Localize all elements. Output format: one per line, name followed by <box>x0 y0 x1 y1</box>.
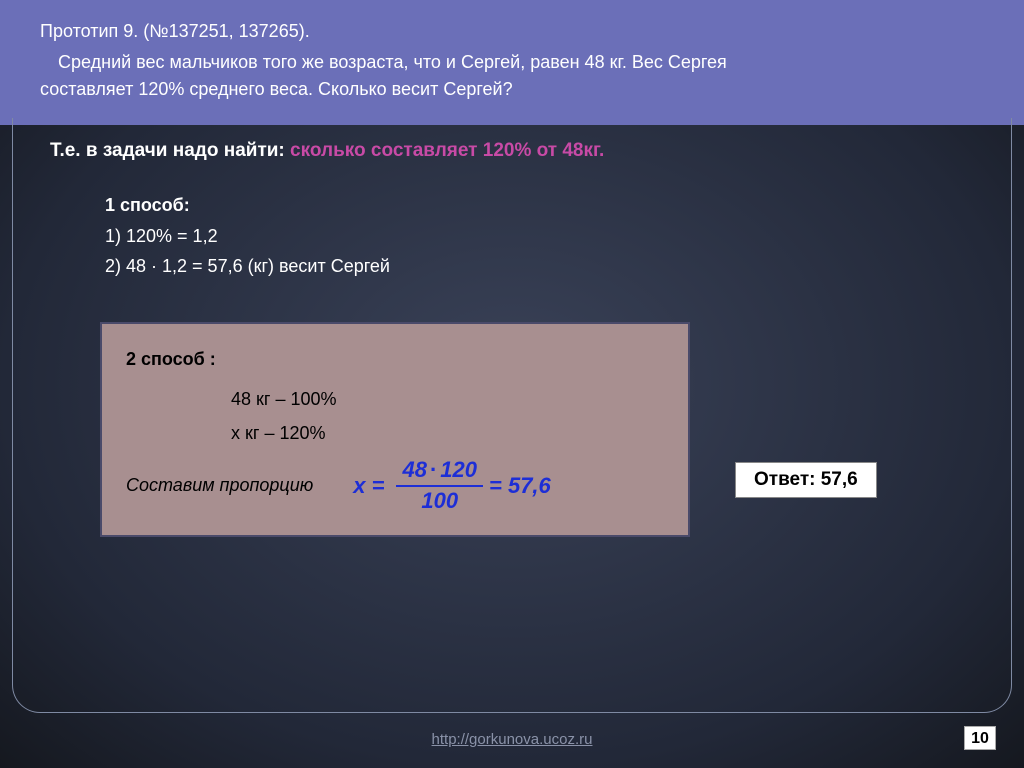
task-prefix: Т.е. в задачи надо найти: <box>50 140 290 161</box>
method1-step1: 1) 120% = 1,2 <box>105 221 974 252</box>
method1-title: 1 способ: <box>105 190 974 221</box>
method2-line2: x кг – 120% <box>231 416 664 450</box>
num-a: 48 <box>402 457 426 482</box>
method2-title: 2 способ : <box>126 342 664 376</box>
formula-lhs: x = <box>353 465 384 507</box>
num-b: 120 <box>440 457 477 482</box>
problem-text-line2: составляет 120% среднего веса. Сколько в… <box>40 76 984 103</box>
prototype-title: Прототип 9. (№137251, 137265). <box>40 18 984 45</box>
method2-line1: 48 кг – 100% <box>231 382 664 416</box>
slide-number: 10 <box>964 726 996 750</box>
formula-numerator: 48·120 <box>396 458 483 486</box>
formula-denominator: 100 <box>421 487 458 513</box>
method-2-box: 2 способ : 48 кг – 100% x кг – 120% Сост… <box>100 322 690 537</box>
formula-fraction: 48·120 100 <box>396 458 483 512</box>
footer-link[interactable]: http://gorkunova.ucoz.ru <box>0 731 1024 748</box>
problem-text-line1: Средний вес мальчиков того же возраста, … <box>40 49 984 76</box>
proportion-label: Составим пропорцию <box>126 468 313 502</box>
problem-header: Прототип 9. (№137251, 137265). Средний в… <box>0 0 1024 125</box>
formula-result: = 57,6 <box>489 465 551 507</box>
answer-label: Ответ: 57,6 <box>754 469 858 490</box>
proportion-row: Составим пропорцию x = 48·120 100 = 57,6 <box>126 458 664 512</box>
task-restatement: Т.е. в задачи надо найти: сколько состав… <box>50 140 974 162</box>
dot-icon: · <box>427 457 440 482</box>
method-1: 1 способ: 1) 120% = 1,2 2) 48 · 1,2 = 57… <box>105 190 974 282</box>
answer-box: Ответ: 57,6 <box>735 462 877 498</box>
formula: x = 48·120 100 = 57,6 <box>353 458 551 512</box>
task-highlight: сколько составляет 120% от 48кг. <box>290 140 604 161</box>
method1-step2: 2) 48 · 1,2 = 57,6 (кг) весит Сергей <box>105 251 974 282</box>
